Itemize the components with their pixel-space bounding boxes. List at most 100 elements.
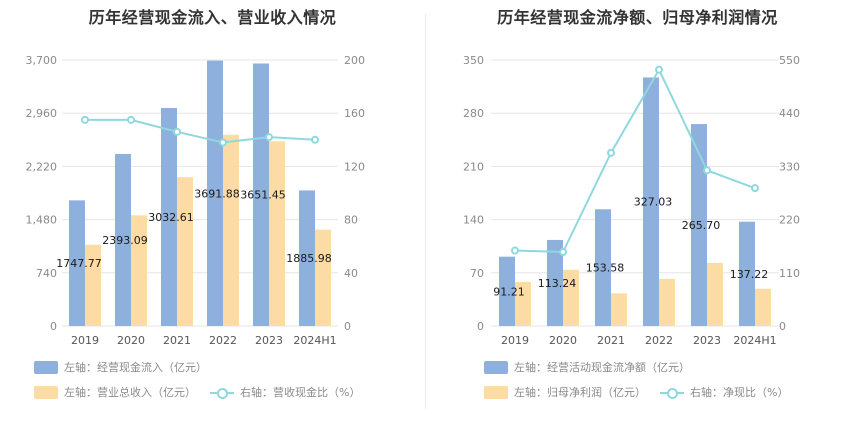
left-right-axis-tick: 80 <box>344 214 358 227</box>
left-left-axis-tick: 2,960 <box>26 107 58 120</box>
left-legend-swatch-revenue <box>34 385 58 399</box>
left-x-axis-tick: 2021 <box>163 334 191 347</box>
left-ratio-point <box>219 138 227 147</box>
left-bar-secondary <box>223 134 239 326</box>
right-right-axis-tick: 550 <box>779 54 800 67</box>
right-left-axis-tick: 210 <box>463 160 484 173</box>
right-right-axis-tick: 110 <box>779 267 800 280</box>
left-left-axis-tick: 2,220 <box>26 160 58 173</box>
right-bar-secondary <box>515 281 531 326</box>
left-ratio-point <box>127 115 135 124</box>
right-right-axis-tick: 0 <box>779 320 786 333</box>
left-bar-secondary <box>315 229 331 326</box>
panel-divider <box>425 14 426 409</box>
right-x-axis-tick: 2023 <box>693 334 721 347</box>
left-bar-data-label: 1885.98 <box>286 252 332 265</box>
right-bar-secondary <box>659 278 675 326</box>
right-bar-secondary <box>611 293 627 326</box>
left-x-axis-tick: 2020 <box>117 334 145 347</box>
right-legend-swatch-ratio <box>660 386 684 399</box>
left-bar-secondary <box>269 141 285 326</box>
right-legend-label-ratio: 右轴：净现比（%） <box>690 386 789 399</box>
left-left-axis-tick: 0 <box>50 320 57 333</box>
left-legend-swatch-inflow <box>34 360 58 374</box>
left-legend-item-ratio[interactable]: 右轴：营收现金比（%） <box>210 384 360 400</box>
right-ratio-point <box>751 184 759 193</box>
right-ratio-line <box>514 67 756 254</box>
right-x-axis-tick: 2021 <box>597 334 625 347</box>
right-legend-swatch-netflow <box>484 360 508 374</box>
right-legend-row-2: 左轴：归母净利润（亿元） 右轴：净现比（%） <box>484 384 802 400</box>
left-ratio-point <box>173 127 181 136</box>
right-x-axis-tick: 2022 <box>645 334 673 347</box>
right-legend-row-1: 左轴：经营活动现金流净额（亿元） <box>484 359 704 375</box>
left-left-axis-tick: 740 <box>36 267 57 280</box>
right-bar-data-label: 265.70 <box>682 219 721 232</box>
right-x-axis-tick: 2019 <box>501 334 529 347</box>
left-x-axis-tick: 2019 <box>71 334 99 347</box>
right-bar-secondary <box>563 269 579 326</box>
right-left-axis-tick: 70 <box>470 267 484 280</box>
left-bar-secondary <box>85 244 101 326</box>
right-legend-item-netflow[interactable]: 左轴：经营活动现金流净额（亿元） <box>484 359 690 375</box>
right-bar-data-label: 327.03 <box>634 196 673 209</box>
right-legend-item-ratio[interactable]: 右轴：净现比（%） <box>660 384 788 400</box>
right-bar-secondary <box>707 262 723 326</box>
right-bar-primary <box>691 124 707 327</box>
left-bar-data-label: 1747.77 <box>56 257 102 270</box>
left-right-axis-tick: 0 <box>344 320 351 333</box>
right-legend-item-profit[interactable]: 左轴：归母净利润（亿元） <box>484 384 646 400</box>
left-bar-data-label: 2393.09 <box>102 234 148 247</box>
right-x-axis-tick: 2024H1 <box>733 334 776 347</box>
left-x-axis-tick: 2024H1 <box>293 334 336 347</box>
right-left-axis-tick: 0 <box>477 320 484 333</box>
left-chart-plot: 0 740 1,480 2,220 2,960 3,700 0 40 80 120 160 200 20… <box>26 54 366 347</box>
left-bar-primary <box>115 153 131 326</box>
right-bar-data-label: 113.24 <box>538 277 577 290</box>
right-bar-primary <box>547 239 563 326</box>
right-bar-primary <box>643 77 659 326</box>
left-legend-label-ratio: 右轴：营收现金比（%） <box>240 386 361 399</box>
left-left-axis-tick: 3,700 <box>26 54 58 67</box>
left-ratio-point <box>81 115 89 124</box>
left-bar-data-label: 3691.88 <box>194 187 240 200</box>
right-bar-data-label: 91.21 <box>493 285 525 298</box>
right-bar-primary <box>595 209 611 326</box>
left-bar-secondary <box>131 215 147 326</box>
right-right-axis-tick: 330 <box>779 160 800 173</box>
left-right-axis-tick: 40 <box>344 267 358 280</box>
right-left-axis-tick: 280 <box>463 107 484 120</box>
left-x-axis-tick: 2023 <box>255 334 283 347</box>
right-right-axis-tick: 440 <box>779 107 800 120</box>
left-legend-label-revenue: 左轴：营业总收入（亿元） <box>64 386 196 399</box>
right-chart-title: 历年经营现金流净额、归母净利润情况 <box>497 8 778 27</box>
left-ratio-line <box>85 118 316 144</box>
right-legend-swatch-profit <box>484 385 508 399</box>
left-left-axis-tick: 1,480 <box>26 214 58 227</box>
right-bar-data-label: 137.22 <box>730 268 769 281</box>
left-ratio-point <box>265 133 273 142</box>
right-ratio-point <box>655 65 663 74</box>
left-legend-item-revenue[interactable]: 左轴：营业总收入（亿元） <box>34 384 196 400</box>
left-bar-primary <box>69 200 85 326</box>
left-bar-primary <box>299 190 315 326</box>
right-bar-primary <box>499 256 515 326</box>
left-legend-item-inflow[interactable]: 左轴：经营现金流入（亿元） <box>34 359 207 375</box>
right-right-axis-tick: 220 <box>779 214 800 227</box>
right-ratio-point <box>511 246 519 255</box>
left-bar-primary <box>207 60 223 326</box>
left-chart-title: 历年经营现金流入、营业收入情况 <box>88 8 337 27</box>
left-bar-secondary <box>177 177 193 326</box>
right-ratio-point <box>559 248 567 257</box>
left-bar-data-label: 3651.45 <box>240 189 286 202</box>
left-bar-primary <box>161 107 177 327</box>
left-x-axis-tick: 2022 <box>209 334 237 347</box>
left-right-axis-tick: 160 <box>344 107 365 120</box>
left-right-axis-tick: 200 <box>344 54 365 67</box>
left-legend-label-inflow: 左轴：经营现金流入（亿元） <box>64 361 207 374</box>
left-right-axis-tick: 120 <box>344 160 365 173</box>
left-legend-swatch-ratio <box>210 386 234 399</box>
right-left-axis-tick: 350 <box>463 54 484 67</box>
right-legend-label-netflow: 左轴：经营活动现金流净额（亿元） <box>514 361 690 374</box>
